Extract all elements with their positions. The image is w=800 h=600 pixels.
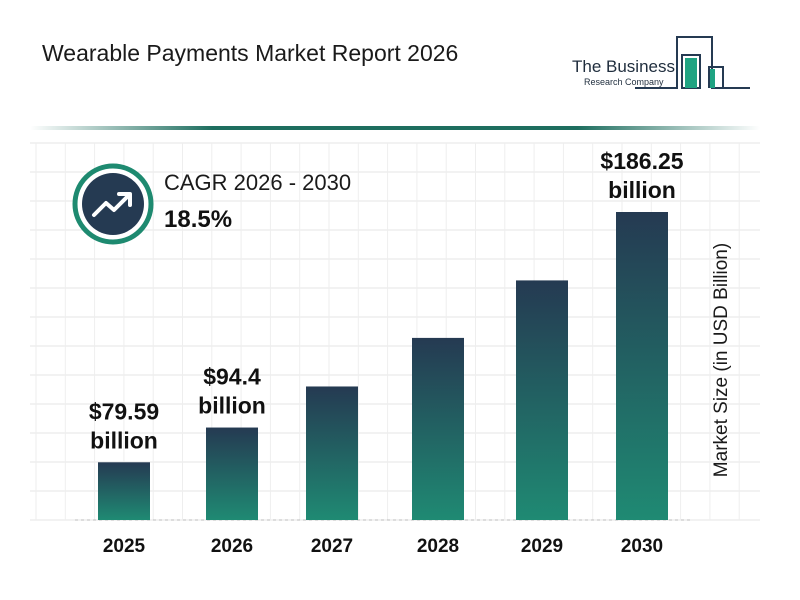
logo-line1: The Business	[572, 57, 675, 76]
bar-2030	[616, 212, 668, 520]
header-divider	[30, 126, 760, 130]
data-label-amount: $186.25	[600, 148, 683, 174]
bar-2029	[516, 280, 568, 520]
cagr-value: 18.5%	[164, 206, 233, 233]
data-label-unit: billion	[608, 177, 676, 203]
x-tick-label: 2030	[621, 536, 663, 557]
bar-2026	[206, 427, 258, 520]
logo-line2: Research Company	[584, 77, 664, 87]
data-label-unit: billion	[198, 393, 266, 419]
x-tick-label: 2026	[211, 536, 253, 557]
bar-2028	[412, 337, 464, 520]
company-logo: The Business Research Company	[565, 30, 755, 100]
y-axis-label: Market Size (in USD Billion)	[711, 242, 732, 478]
x-tick-label: 2028	[417, 536, 459, 557]
data-label-unit: billion	[90, 427, 158, 453]
logo-buildings-icon	[635, 36, 750, 89]
x-tick-label: 2029	[521, 536, 563, 557]
trending-up-icon	[72, 163, 154, 245]
x-tick-label: 2025	[103, 536, 146, 557]
bar-2025	[98, 462, 150, 520]
bar-2027	[306, 386, 358, 520]
page-title: Wearable Payments Market Report 2026	[42, 40, 459, 66]
cagr-label: CAGR 2026 - 2030	[164, 170, 352, 195]
data-label-amount: $79.59	[89, 398, 159, 424]
data-label-amount: $94.4	[203, 364, 261, 390]
x-tick-label: 2027	[311, 536, 353, 557]
